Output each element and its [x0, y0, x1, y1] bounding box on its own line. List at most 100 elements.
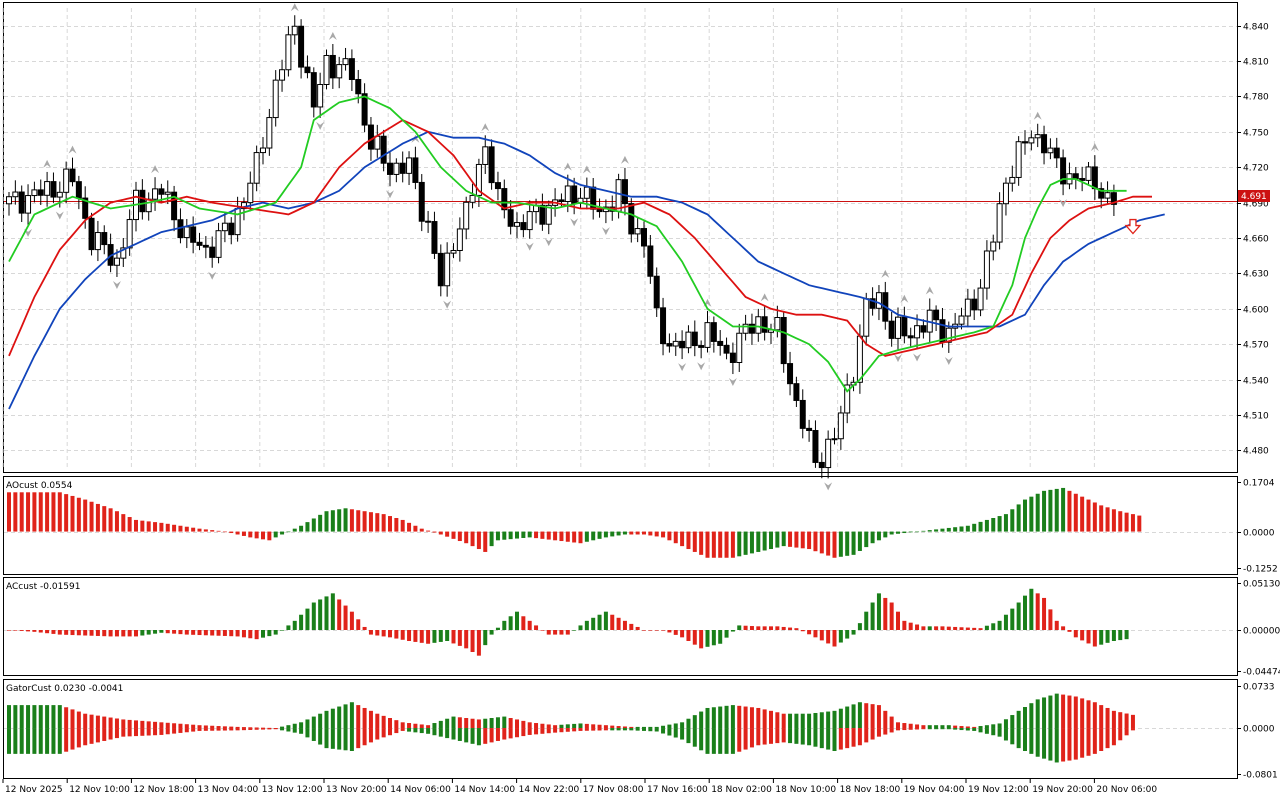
- gator-tick-label: -0.0801: [1243, 771, 1278, 781]
- ac-bar: [89, 630, 94, 636]
- ao-bar: [1105, 507, 1110, 532]
- gator-bar-lower: [451, 728, 456, 740]
- ac-bar: [959, 627, 964, 631]
- gator-bar-upper: [388, 718, 392, 729]
- gator-bar-upper: [470, 718, 475, 729]
- ao-bar: [197, 528, 202, 532]
- gator-bar-upper: [1086, 700, 1091, 729]
- candle: [710, 322, 717, 342]
- gator-bar-lower: [1130, 728, 1135, 731]
- ac-bar: [248, 630, 253, 639]
- ac-bar: [762, 626, 767, 631]
- ao-bar: [946, 527, 951, 532]
- fractal-down-icon: [697, 362, 706, 371]
- candle: [482, 146, 489, 165]
- gator-bar-upper: [413, 723, 418, 729]
- fractal-up-icon: [328, 32, 337, 41]
- gator-bar-upper: [394, 720, 399, 729]
- ac-bar: [832, 630, 837, 647]
- ao-bar: [343, 508, 348, 532]
- ao-bar: [584, 531, 589, 542]
- candle: [387, 162, 393, 175]
- ao-bar: [76, 497, 81, 532]
- candle: [488, 146, 495, 184]
- ac-bar: [1105, 630, 1110, 643]
- ac-bar: [521, 616, 526, 631]
- gator-bar-lower: [349, 728, 354, 751]
- candle: [856, 335, 863, 383]
- candle: [596, 208, 603, 213]
- gator-bar-upper: [896, 722, 900, 729]
- candle: [660, 307, 667, 345]
- candle: [113, 257, 120, 266]
- gator-bar-upper: [711, 707, 716, 729]
- gator-bar-lower: [597, 728, 602, 731]
- ac-bar: [502, 620, 507, 631]
- gator-bar-lower: [216, 728, 221, 731]
- candle: [895, 316, 901, 339]
- ac-bar: [134, 630, 138, 637]
- ao-bar: [89, 501, 94, 532]
- ao-bar: [368, 512, 373, 532]
- candle: [666, 343, 673, 347]
- ao-bar: [591, 531, 596, 541]
- gator-bar-upper: [216, 726, 221, 729]
- gator-bar-upper: [337, 706, 342, 729]
- gator-bar-lower: [248, 728, 253, 730]
- gator-bar-upper: [1111, 710, 1116, 729]
- gator-bar-lower: [51, 728, 56, 754]
- ac-bar: [13, 630, 18, 631]
- candle: [260, 147, 266, 154]
- candle: [171, 191, 178, 221]
- ac-bar: [508, 616, 513, 631]
- gator-bar-lower: [495, 728, 500, 741]
- ac-bar: [1073, 630, 1078, 638]
- ac-bar: [451, 630, 456, 644]
- candle: [863, 298, 870, 337]
- time-tick-label: 20 Nov 06:00: [1096, 785, 1157, 795]
- candle: [234, 208, 241, 236]
- gator-bar-lower: [324, 728, 329, 749]
- ac-bar: [1048, 609, 1053, 631]
- ac-bar: [83, 630, 88, 636]
- price-panel-frame[interactable]: [3, 2, 1238, 473]
- ac-bar: [603, 611, 608, 631]
- ao-bar: [800, 531, 805, 549]
- gator-bar-lower: [114, 728, 119, 739]
- gator-bar-upper: [984, 725, 989, 729]
- candle: [685, 331, 692, 349]
- ao-bar: [483, 531, 488, 552]
- gator-bar-lower: [730, 728, 735, 754]
- ao-bar: [457, 531, 462, 542]
- ao-bar: [324, 511, 329, 532]
- ao-bar: [686, 531, 691, 550]
- ac-bar: [915, 624, 920, 631]
- gator-bar-lower: [775, 728, 780, 744]
- gator-bar-upper: [362, 707, 367, 729]
- gator-bar-upper: [19, 705, 24, 729]
- gator-bar-lower: [578, 728, 583, 731]
- ac-bar: [711, 630, 716, 646]
- ac-bar: [737, 625, 742, 631]
- ac-bar: [38, 630, 43, 633]
- ac-bar: [114, 630, 119, 637]
- candle: [425, 220, 432, 223]
- ao-panel-frame[interactable]: [3, 476, 1238, 575]
- ac-bar: [781, 626, 786, 631]
- ao-bar: [534, 531, 539, 539]
- ac-panel-frame[interactable]: [3, 577, 1238, 676]
- ac-bar: [172, 630, 177, 634]
- time-tick-label: 19 Nov 04:00: [904, 785, 965, 795]
- ac-bar: [838, 630, 843, 643]
- candle: [367, 124, 374, 150]
- ac-bar: [756, 626, 761, 631]
- ao-bar: [121, 514, 126, 532]
- candle: [1002, 182, 1009, 205]
- time-tick-label: 14 Nov 06:00: [390, 785, 451, 795]
- gator-bar-upper: [26, 705, 31, 729]
- gator-bar-lower: [203, 728, 208, 731]
- gator-bar-lower: [686, 728, 691, 744]
- ao-bar: [648, 531, 653, 536]
- gator-bar-lower: [368, 728, 373, 743]
